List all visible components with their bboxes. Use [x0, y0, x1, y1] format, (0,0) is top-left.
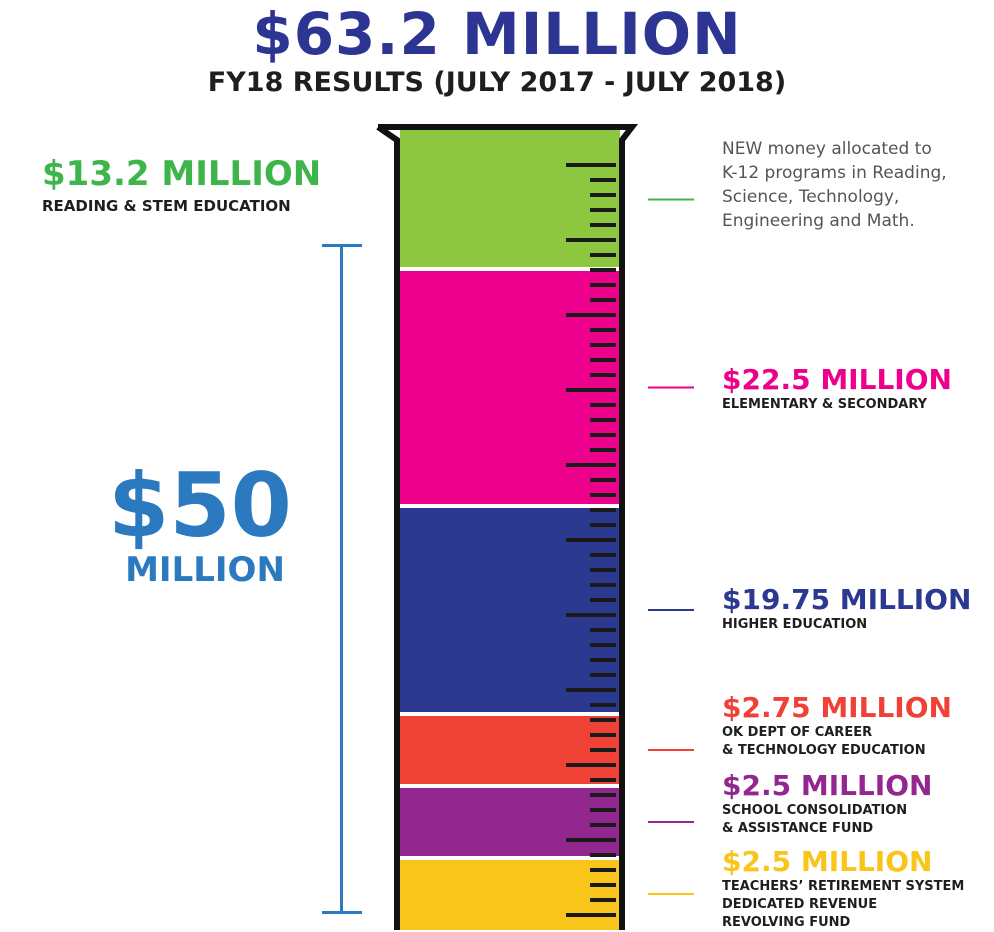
bracket-amount: $50 [108, 454, 292, 557]
category-amount: $19.75 MILLION [722, 583, 972, 616]
segment-1 [400, 269, 620, 506]
category-name: SCHOOL CONSOLIDATION [722, 803, 908, 818]
category-amount: $22.5 MILLION [722, 363, 952, 396]
stem-amount-label: $13.2 MILLION [42, 154, 322, 194]
stem-note-line: NEW money allocated to [722, 139, 932, 159]
category-name: REVOLVING FUND [722, 915, 851, 930]
segment-5 [400, 858, 620, 930]
segment-4 [400, 786, 620, 858]
segment-3 [400, 714, 620, 786]
category-name: & ASSISTANCE FUND [722, 821, 874, 836]
bracket-top-cap [322, 244, 362, 247]
stem-category-label: READING & STEM EDUCATION [42, 197, 291, 215]
stem-note-line: K-12 programs in Reading, [722, 163, 947, 183]
category-name: & TECHNOLOGY EDUCATION [722, 743, 926, 758]
bracket-unit-label: MILLION [125, 550, 285, 590]
stem-note-line: Science, Technology, [722, 187, 900, 207]
page-title: $63.2 MILLION [252, 0, 742, 68]
category-name: ELEMENTARY & SECONDARY [722, 397, 928, 412]
category-name: OK DEPT OF CAREER [722, 725, 873, 740]
category-amount: $2.5 MILLION [722, 769, 933, 802]
category-name: TEACHERS’ RETIREMENT SYSTEM [722, 879, 965, 894]
category-label-career-tech: $2.75 MILLION OK DEPT OF CAREER & TECHNO… [722, 692, 952, 760]
category-name: HIGHER EDUCATION [722, 617, 868, 632]
category-label-teachers-retirement: $2.5 MILLION TEACHERS’ RETIREMENT SYSTEM… [722, 846, 964, 932]
segment-2 [400, 505, 620, 714]
bracket-line [340, 245, 343, 913]
category-label-higher-ed: $19.75 MILLION HIGHER EDUCATION [722, 584, 971, 634]
stem-note: NEW money allocated to K-12 programs in … [722, 137, 994, 233]
category-amount: $2.75 MILLION [722, 691, 952, 724]
page-subtitle: FY18 RESULTS (JULY 2017 - JULY 2018) [207, 67, 787, 98]
category-label-school-consolidation: $2.5 MILLION SCHOOL CONSOLIDATION & ASSI… [722, 770, 932, 838]
bracket-bottom-cap [322, 911, 362, 914]
stem-note-line: Engineering and Math. [722, 211, 915, 231]
segment-0 [400, 130, 620, 270]
category-name: DEDICATED REVENUE [722, 897, 878, 912]
cylinder-outline [376, 124, 639, 930]
category-label-elementary: $22.5 MILLION ELEMENTARY & SECONDARY [722, 364, 952, 414]
category-amount: $2.5 MILLION [722, 845, 933, 878]
